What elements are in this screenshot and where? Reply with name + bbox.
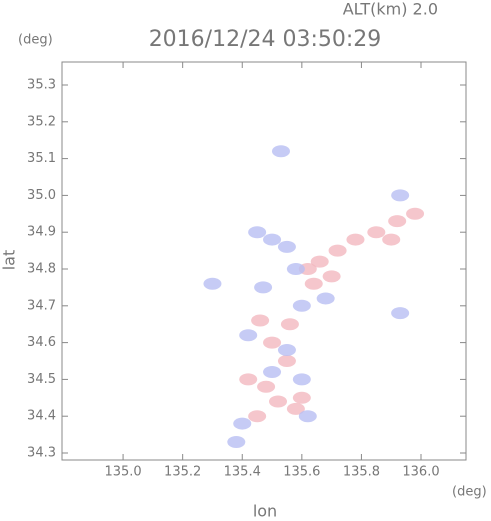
y-tick-label: 35.2 [27, 114, 56, 129]
echo-point [322, 270, 341, 283]
echo-point [203, 277, 222, 290]
y-tick-label: 34.9 [27, 225, 56, 240]
echo-point [233, 417, 252, 430]
echo-point [277, 355, 296, 368]
echo-point [257, 380, 276, 393]
echo-point [316, 292, 335, 305]
echo-point [277, 343, 296, 356]
echo-point [286, 402, 305, 415]
echo-point [239, 373, 258, 386]
y-tick-label: 35.0 [27, 188, 56, 203]
x-tick-label: 135.8 [343, 465, 380, 480]
echo-point [269, 395, 288, 408]
altitude-label: ALT(km) 2.0 [343, 0, 438, 19]
y-tick-label: 34.7 [27, 298, 56, 313]
echo-point [292, 391, 311, 404]
echo-point [304, 277, 323, 290]
y-axis-label: lat [0, 250, 19, 271]
echo-point [271, 145, 290, 158]
echo-point [254, 281, 273, 294]
echo-point [248, 410, 267, 423]
echo-point [263, 336, 282, 349]
y-tick-label: 34.6 [27, 335, 56, 350]
x-tick-label: 135.4 [224, 465, 261, 480]
echo-point [227, 435, 246, 448]
y-tick-label: 35.3 [27, 78, 56, 93]
echo-point [310, 255, 329, 268]
echo-point [328, 244, 347, 257]
echo-point [263, 233, 282, 246]
x-tick-label: 135.6 [283, 465, 320, 480]
x-tick-label: 135.2 [164, 465, 201, 480]
echo-point [277, 240, 296, 253]
y-tick-label: 34.3 [27, 446, 56, 461]
y-unit: (deg) [18, 33, 53, 48]
echo-point [406, 207, 425, 220]
echo-point [251, 314, 270, 327]
echo-point [391, 189, 410, 202]
y-tick-label: 34.8 [27, 262, 56, 277]
echo-point [391, 307, 410, 320]
echo-point [239, 329, 258, 342]
plot-frame [61, 61, 467, 461]
y-tick-label: 35.1 [27, 151, 56, 166]
echo-point [292, 299, 311, 312]
echo-point [388, 215, 407, 228]
echo-point [248, 226, 267, 239]
x-unit: (deg) [452, 485, 487, 500]
chart-title: 2016/12/24 03:50:29 [149, 27, 382, 52]
echo-point [286, 263, 305, 276]
x-axis-label: lon [253, 502, 277, 521]
y-tick-label: 34.5 [27, 372, 56, 387]
echo-point [382, 233, 401, 246]
echo-point [263, 366, 282, 379]
echo-point [280, 318, 299, 331]
y-tick-label: 34.4 [27, 409, 56, 424]
x-tick-label: 135.0 [104, 465, 141, 480]
echo-point [346, 233, 365, 246]
echo-point [292, 373, 311, 386]
x-tick-label: 136.0 [402, 465, 439, 480]
echo-point [367, 226, 386, 239]
echo-point [298, 410, 317, 423]
